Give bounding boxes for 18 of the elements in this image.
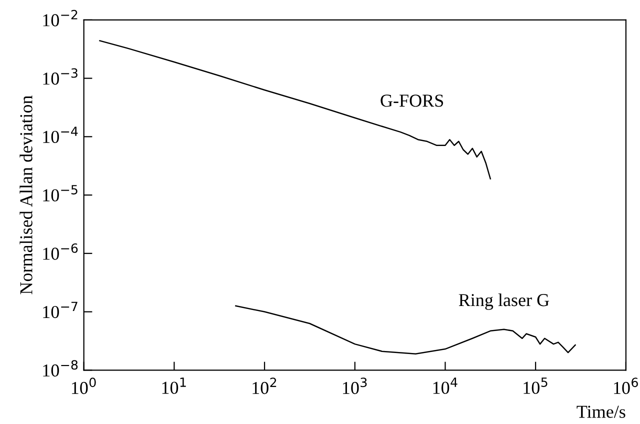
y-tick-label: 10$^{−4}$: [43, 126, 78, 144]
x-tick-label: 10$^{1}$: [162, 378, 186, 394]
x-tick-label: 10$^{0}$: [72, 378, 96, 394]
series-label: Ring laser G: [458, 293, 550, 310]
y-tick-label: 10$^{−2}$: [43, 10, 78, 26]
series-label: G-FORS: [380, 94, 444, 107]
x-tick-label: 10$^{6}$: [614, 378, 638, 394]
y-tick-label: 10$^{−8}$: [43, 360, 78, 377]
y-tick-label: 10$^{−6}$: [43, 243, 78, 260]
y-tick-label: 10$^{−3}$: [43, 68, 78, 85]
y-tick-label: 10$^{−5}$: [43, 185, 78, 202]
y-axis-title: Normalised Allan deviation: [20, 96, 32, 294]
x-tick-label: 10$^{2}$: [252, 378, 276, 394]
y-tick-label: 10$^{−7}$: [43, 302, 78, 318]
x-tick-label: 10$^{3}$: [343, 378, 367, 394]
x-tick-label: 10$^{4}$: [433, 378, 458, 394]
x-tick-label: 10$^{5}$: [524, 378, 548, 394]
x-axis-title: Time/s: [576, 406, 626, 418]
